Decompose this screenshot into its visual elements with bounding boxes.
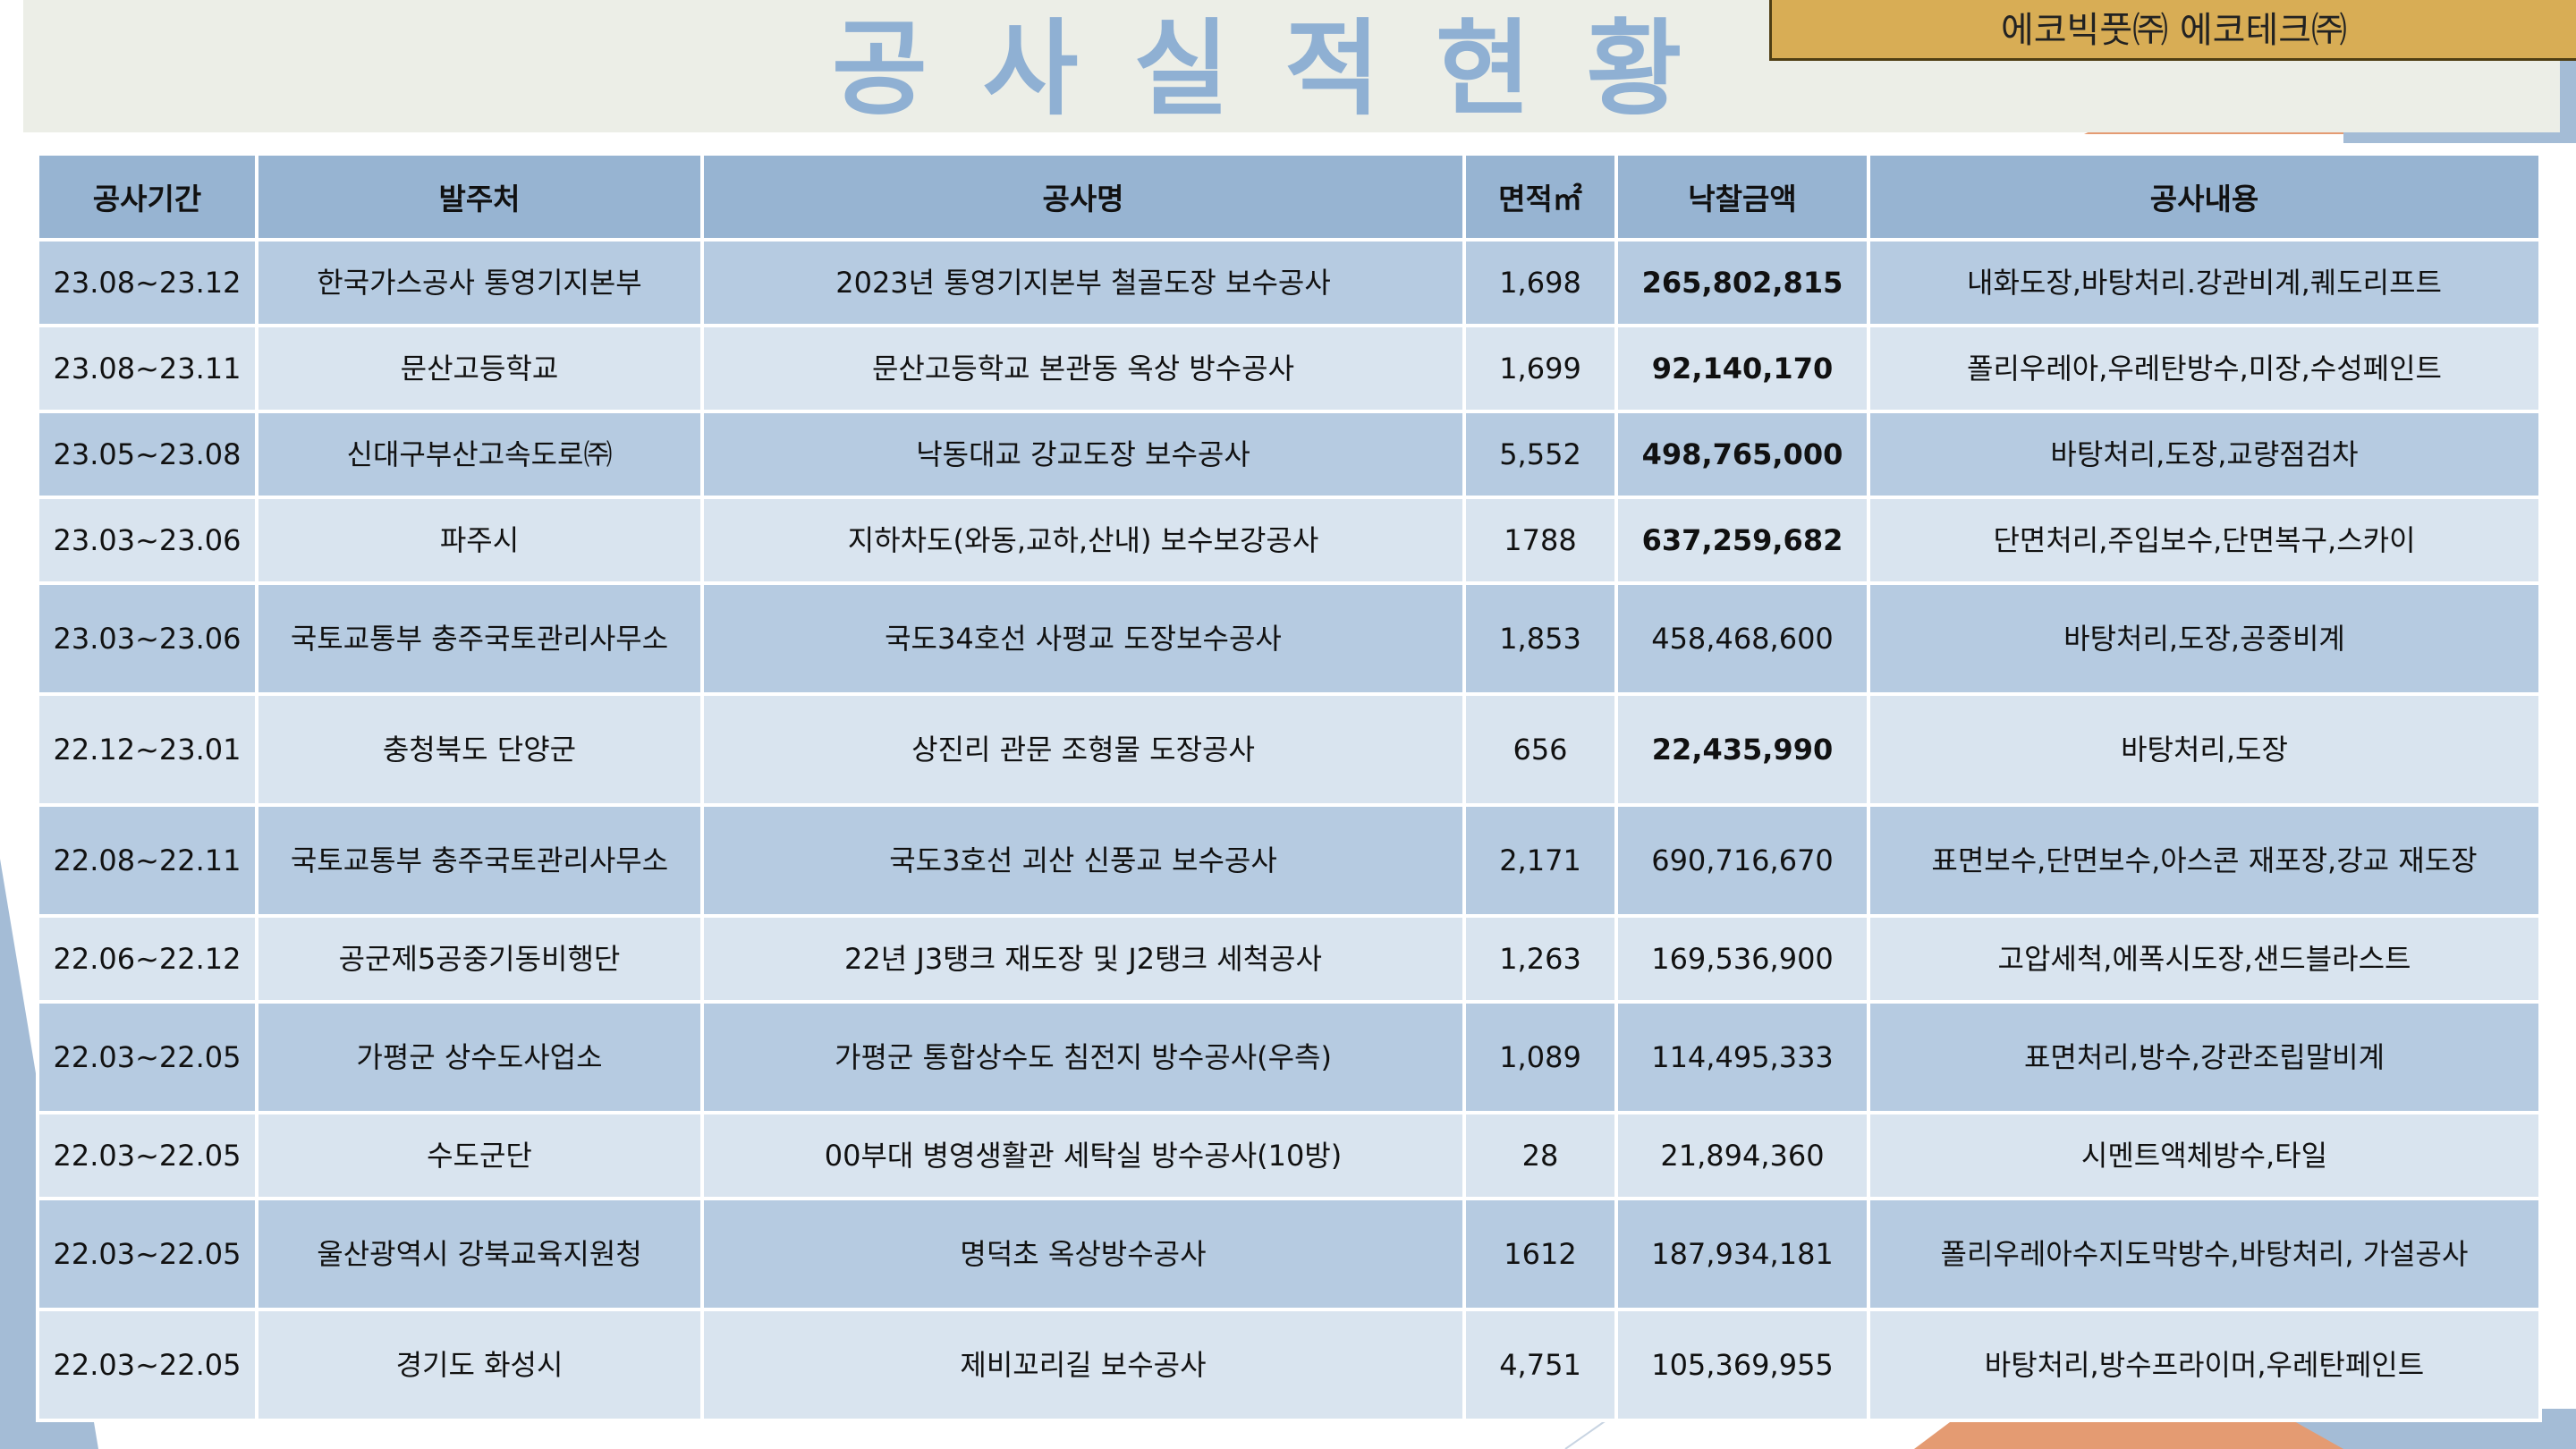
cell-project: 국도34호선 사평교 도장보수공사	[700, 581, 1466, 696]
cell-project: 국도3호선 괴산 신풍교 보수공사	[700, 803, 1466, 918]
cell-area: 5,552	[1462, 410, 1618, 499]
table-row: 23.08~23.12 한국가스공사 통영기지본부 2023년 통영기지본부 철…	[36, 238, 2542, 327]
cell-work: 표면처리,방수,강관조립말비계	[1867, 1000, 2542, 1114]
cell-work: 바탕처리,방수프라이머,우레탄페인트	[1867, 1308, 2542, 1422]
cell-amount: 21,894,360	[1614, 1111, 1870, 1200]
cell-project: 22년 J3탱크 재도장 및 J2탱크 세척공사	[700, 914, 1466, 1004]
table-row: 22.03~22.05 가평군 상수도사업소 가평군 통합상수도 침전지 방수공…	[36, 1000, 2542, 1114]
cell-project: 문산고등학교 본관동 옥상 방수공사	[700, 324, 1466, 413]
cell-work: 바탕처리,도장	[1867, 692, 2542, 807]
cell-area: 1,089	[1462, 1000, 1618, 1114]
cell-period: 23.08~23.11	[36, 324, 258, 413]
header-client: 발주처	[255, 152, 704, 242]
cell-amount: 637,259,682	[1614, 496, 1870, 585]
cell-client: 국토교통부 충주국토관리사무소	[255, 803, 704, 918]
cell-project: 낙동대교 강교도장 보수공사	[700, 410, 1466, 499]
cell-period: 22.03~22.05	[36, 1000, 258, 1114]
cell-period: 22.12~23.01	[36, 692, 258, 807]
construction-record-table: 공사기간 발주처 공사명 면적㎡ 낙찰금액 공사내용 23.08~23.12 한…	[36, 152, 2542, 1422]
table-row: 22.08~22.11 국토교통부 충주국토관리사무소 국도3호선 괴산 신풍교…	[36, 803, 2542, 918]
cell-period: 22.08~22.11	[36, 803, 258, 918]
cell-amount: 690,716,670	[1614, 803, 1870, 918]
cell-area: 1,263	[1462, 914, 1618, 1004]
cell-amount: 114,495,333	[1614, 1000, 1870, 1114]
cell-project: 2023년 통영기지본부 철골도장 보수공사	[700, 238, 1466, 327]
cell-period: 23.08~23.12	[36, 238, 258, 327]
table-row: 23.05~23.08 신대구부산고속도로㈜ 낙동대교 강교도장 보수공사 5,…	[36, 410, 2542, 499]
cell-area: 1612	[1462, 1197, 1618, 1311]
cell-client: 공군제5공중기동비행단	[255, 914, 704, 1004]
cell-amount: 169,536,900	[1614, 914, 1870, 1004]
cell-amount: 458,468,600	[1614, 581, 1870, 696]
cell-client: 문산고등학교	[255, 324, 704, 413]
cell-client: 가평군 상수도사업소	[255, 1000, 704, 1114]
table-row: 23.03~23.06 파주시 지하차도(와동,교하,산내) 보수보강공사 17…	[36, 496, 2542, 585]
table-row: 22.03~22.05 울산광역시 강북교육지원청 명덕초 옥상방수공사 161…	[36, 1197, 2542, 1311]
table-row: 22.03~22.05 경기도 화성시 제비꼬리길 보수공사 4,751 105…	[36, 1308, 2542, 1422]
cell-amount: 265,802,815	[1614, 238, 1870, 327]
header-project: 공사명	[700, 152, 1466, 242]
table-row: 22.06~22.12 공군제5공중기동비행단 22년 J3탱크 재도장 및 J…	[36, 914, 2542, 1004]
header-work: 공사내용	[1867, 152, 2542, 242]
cell-project: 00부대 병영생활관 세탁실 방수공사(10방)	[700, 1111, 1466, 1200]
cell-period: 22.06~22.12	[36, 914, 258, 1004]
cell-client: 한국가스공사 통영기지본부	[255, 238, 704, 327]
cell-amount: 22,435,990	[1614, 692, 1870, 807]
cell-project: 가평군 통합상수도 침전지 방수공사(우측)	[700, 1000, 1466, 1114]
cell-work: 폴리우레아,우레탄방수,미장,수성페인트	[1867, 324, 2542, 413]
company-badge: 에코빅풋㈜ 에코테크㈜	[1769, 0, 2576, 61]
cell-project: 제비꼬리길 보수공사	[700, 1308, 1466, 1422]
cell-period: 22.03~22.05	[36, 1308, 258, 1422]
cell-work: 표면보수,단면보수,아스콘 재포장,강교 재도장	[1867, 803, 2542, 918]
cell-area: 1,699	[1462, 324, 1618, 413]
cell-work: 바탕처리,도장,교량점검차	[1867, 410, 2542, 499]
cell-amount: 498,765,000	[1614, 410, 1870, 499]
cell-period: 22.03~22.05	[36, 1111, 258, 1200]
cell-client: 신대구부산고속도로㈜	[255, 410, 704, 499]
cell-work: 고압세척,에폭시도장,샌드블라스트	[1867, 914, 2542, 1004]
cell-amount: 187,934,181	[1614, 1197, 1870, 1311]
bottom-diagonal-line	[1564, 1417, 1611, 1449]
cell-client: 충청북도 단양군	[255, 692, 704, 807]
header-amount: 낙찰금액	[1614, 152, 1870, 242]
cell-work: 바탕처리,도장,공중비계	[1867, 581, 2542, 696]
header-area: 면적㎡	[1462, 152, 1618, 242]
cell-project: 상진리 관문 조형물 도장공사	[700, 692, 1466, 807]
cell-area: 1,853	[1462, 581, 1618, 696]
cell-period: 23.03~23.06	[36, 496, 258, 585]
cell-area: 1,698	[1462, 238, 1618, 327]
table-row: 23.08~23.11 문산고등학교 문산고등학교 본관동 옥상 방수공사 1,…	[36, 324, 2542, 413]
cell-area: 28	[1462, 1111, 1618, 1200]
table-row: 22.12~23.01 충청북도 단양군 상진리 관문 조형물 도장공사 656…	[36, 692, 2542, 807]
cell-amount: 92,140,170	[1614, 324, 1870, 413]
cell-client: 울산광역시 강북교육지원청	[255, 1197, 704, 1311]
cell-area: 2,171	[1462, 803, 1618, 918]
cell-work: 시멘트액체방수,타일	[1867, 1111, 2542, 1200]
cell-client: 파주시	[255, 496, 704, 585]
cell-period: 23.03~23.06	[36, 581, 258, 696]
table-row: 22.03~22.05 수도군단 00부대 병영생활관 세탁실 방수공사(10방…	[36, 1111, 2542, 1200]
cell-work: 내화도장,바탕처리.강관비계,퀘도리프트	[1867, 238, 2542, 327]
cell-client: 수도군단	[255, 1111, 704, 1200]
cell-period: 22.03~22.05	[36, 1197, 258, 1311]
cell-amount: 105,369,955	[1614, 1308, 1870, 1422]
cell-work: 폴리우레아수지도막방수,바탕처리, 가설공사	[1867, 1197, 2542, 1311]
cell-client: 국토교통부 충주국토관리사무소	[255, 581, 704, 696]
table-row: 23.03~23.06 국토교통부 충주국토관리사무소 국도34호선 사평교 도…	[36, 581, 2542, 696]
cell-client: 경기도 화성시	[255, 1308, 704, 1422]
cell-project: 지하차도(와동,교하,산내) 보수보강공사	[700, 496, 1466, 585]
cell-area: 1788	[1462, 496, 1618, 585]
cell-work: 단면처리,주입보수,단면복구,스카이	[1867, 496, 2542, 585]
cell-period: 23.05~23.08	[36, 410, 258, 499]
header-period: 공사기간	[36, 152, 258, 242]
cell-area: 656	[1462, 692, 1618, 807]
cell-area: 4,751	[1462, 1308, 1618, 1422]
table-header-row: 공사기간 발주처 공사명 면적㎡ 낙찰금액 공사내용	[36, 152, 2542, 242]
page-title: 공사실적현황	[832, 9, 1738, 130]
cell-project: 명덕초 옥상방수공사	[700, 1197, 1466, 1311]
